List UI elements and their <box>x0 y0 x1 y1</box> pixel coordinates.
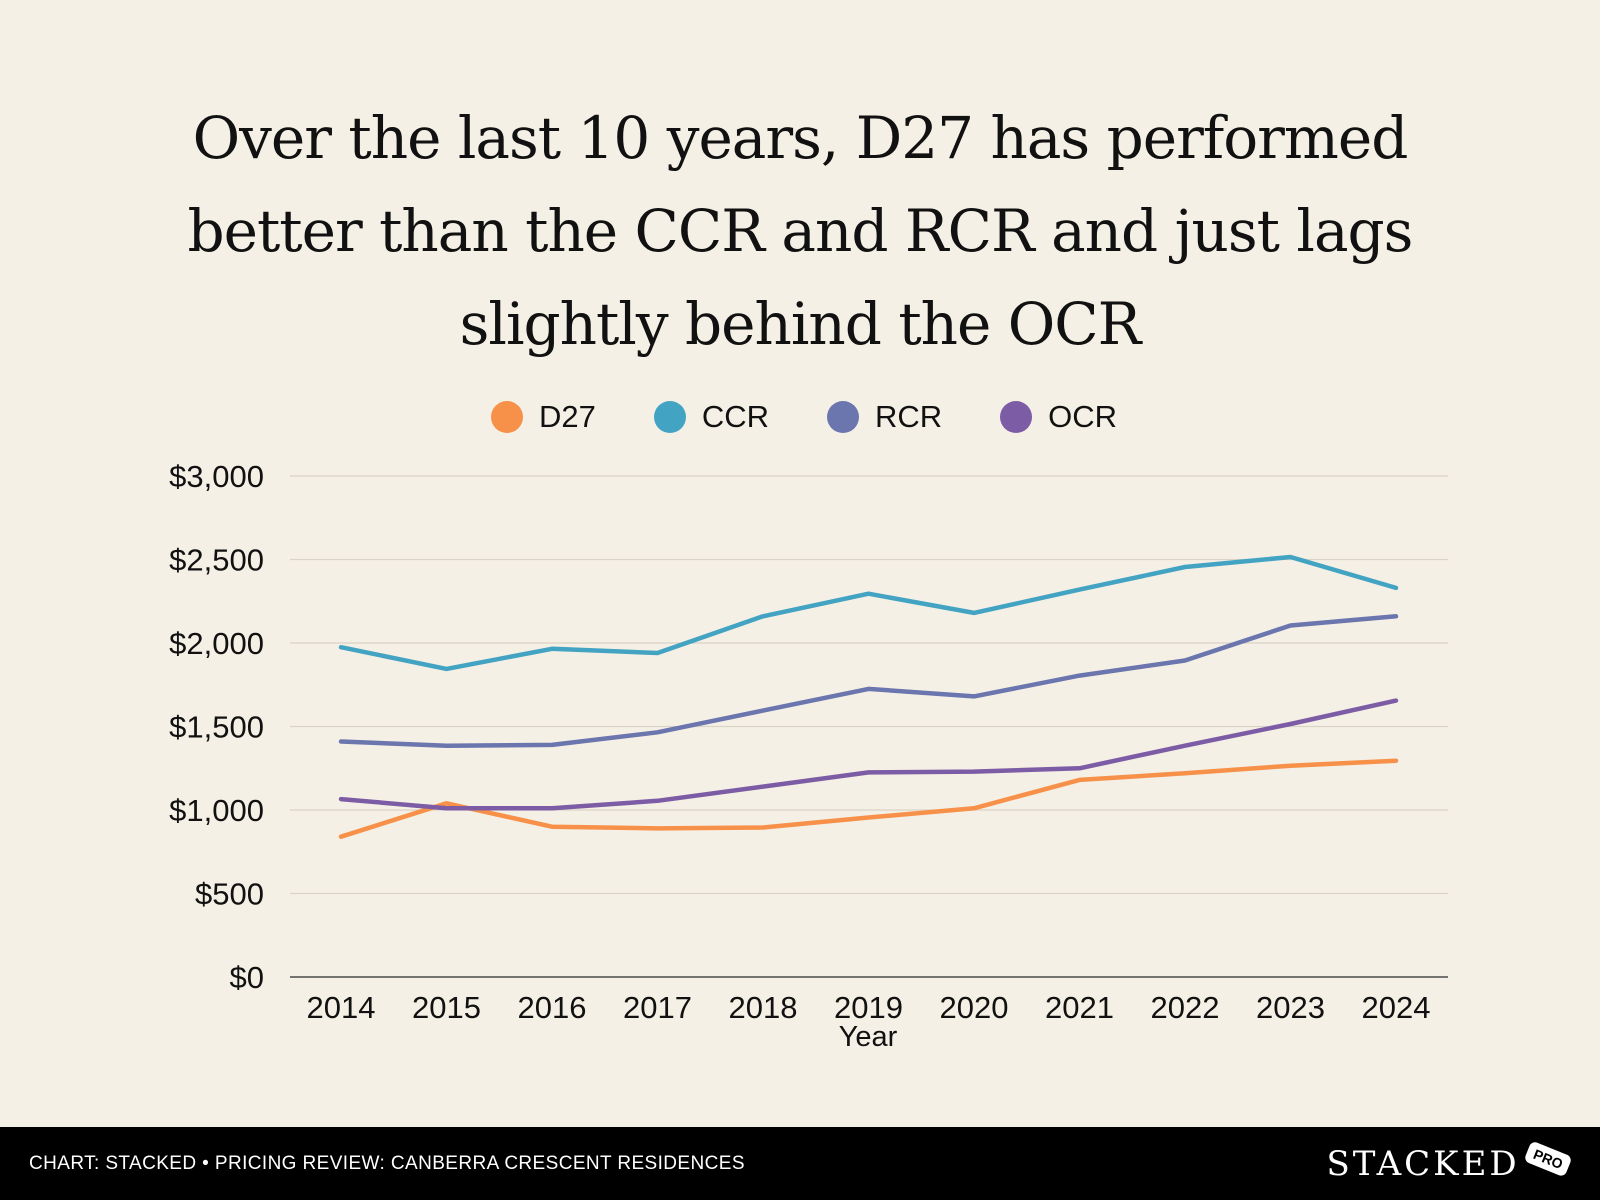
y-tick-label: $3,000 <box>169 459 264 494</box>
chart-title: Over the last 10 years, D27 has performe… <box>187 104 1414 358</box>
y-tick-label: $1,000 <box>169 793 264 828</box>
y-tick-label: $2,500 <box>169 543 264 578</box>
series-line-ccr <box>338 554 1399 672</box>
y-axis-ticks: $0 $500 $1,000 $1,500 $2,000 $2,500 $3,000 <box>169 459 264 995</box>
pro-badge: PRO <box>1523 1139 1573 1178</box>
chart-legend: D27 CCR RCR OCR <box>0 392 1600 442</box>
legend-item-ccr: CCR <box>653 399 769 435</box>
legend-item-ocr: OCR <box>1000 399 1117 435</box>
legend-item-rcr: RCR <box>826 399 943 435</box>
x-tick-label: 2023 <box>1256 990 1325 1025</box>
x-tick-label: 2024 <box>1362 990 1431 1025</box>
y-tick-label: $0 <box>230 960 264 995</box>
legend-dot <box>1000 401 1033 433</box>
x-tick-label: 2021 <box>1045 990 1114 1025</box>
brand-logo: STACKED PRO <box>1326 1139 1573 1184</box>
x-tick-label: 2020 <box>940 990 1009 1025</box>
x-tick-label: 2019 <box>834 990 903 1025</box>
x-axis-title: Year <box>839 1021 898 1053</box>
footer-bar: CHART: STACKED • PRICING REVIEW: CANBERR… <box>0 1127 1600 1200</box>
line-chart: $0 $500 $1,000 $1,500 $2,000 $2,500 $3,000 201… <box>169 459 1448 1053</box>
series-line-rcr <box>338 614 1399 748</box>
y-tick-label: $500 <box>195 877 264 912</box>
legend-label: RCR <box>874 399 943 434</box>
x-tick-label: 2022 <box>1151 990 1220 1025</box>
series-line-ocr <box>338 698 1399 811</box>
x-tick-label: 2014 <box>307 990 376 1025</box>
legend-label: CCR <box>701 399 769 434</box>
y-tick-label: $2,000 <box>169 626 264 661</box>
x-tick-label: 2015 <box>412 990 481 1025</box>
footer-credit: CHART: STACKED • PRICING REVIEW: CANBERR… <box>29 1152 745 1174</box>
x-tick-label: 2018 <box>729 990 798 1025</box>
brand-name: STACKED <box>1326 1143 1520 1184</box>
y-tick-label: $1,500 <box>169 710 264 745</box>
legend-label: OCR <box>1048 399 1118 434</box>
series-line-d27 <box>338 758 1399 839</box>
legend-item-d27: D27 <box>490 399 596 435</box>
x-tick-label: 2016 <box>518 990 587 1025</box>
x-axis-ticks: 2014 2015 2016 2017 2018 2019 2020 2021 2022 2023… <box>307 990 1431 1025</box>
x-tick-label: 2017 <box>623 990 692 1025</box>
legend-dot <box>490 401 523 433</box>
legend-dot <box>826 401 859 433</box>
legend-label: D27 <box>538 399 596 434</box>
series-lines <box>338 554 1399 839</box>
legend-dot <box>653 401 686 433</box>
